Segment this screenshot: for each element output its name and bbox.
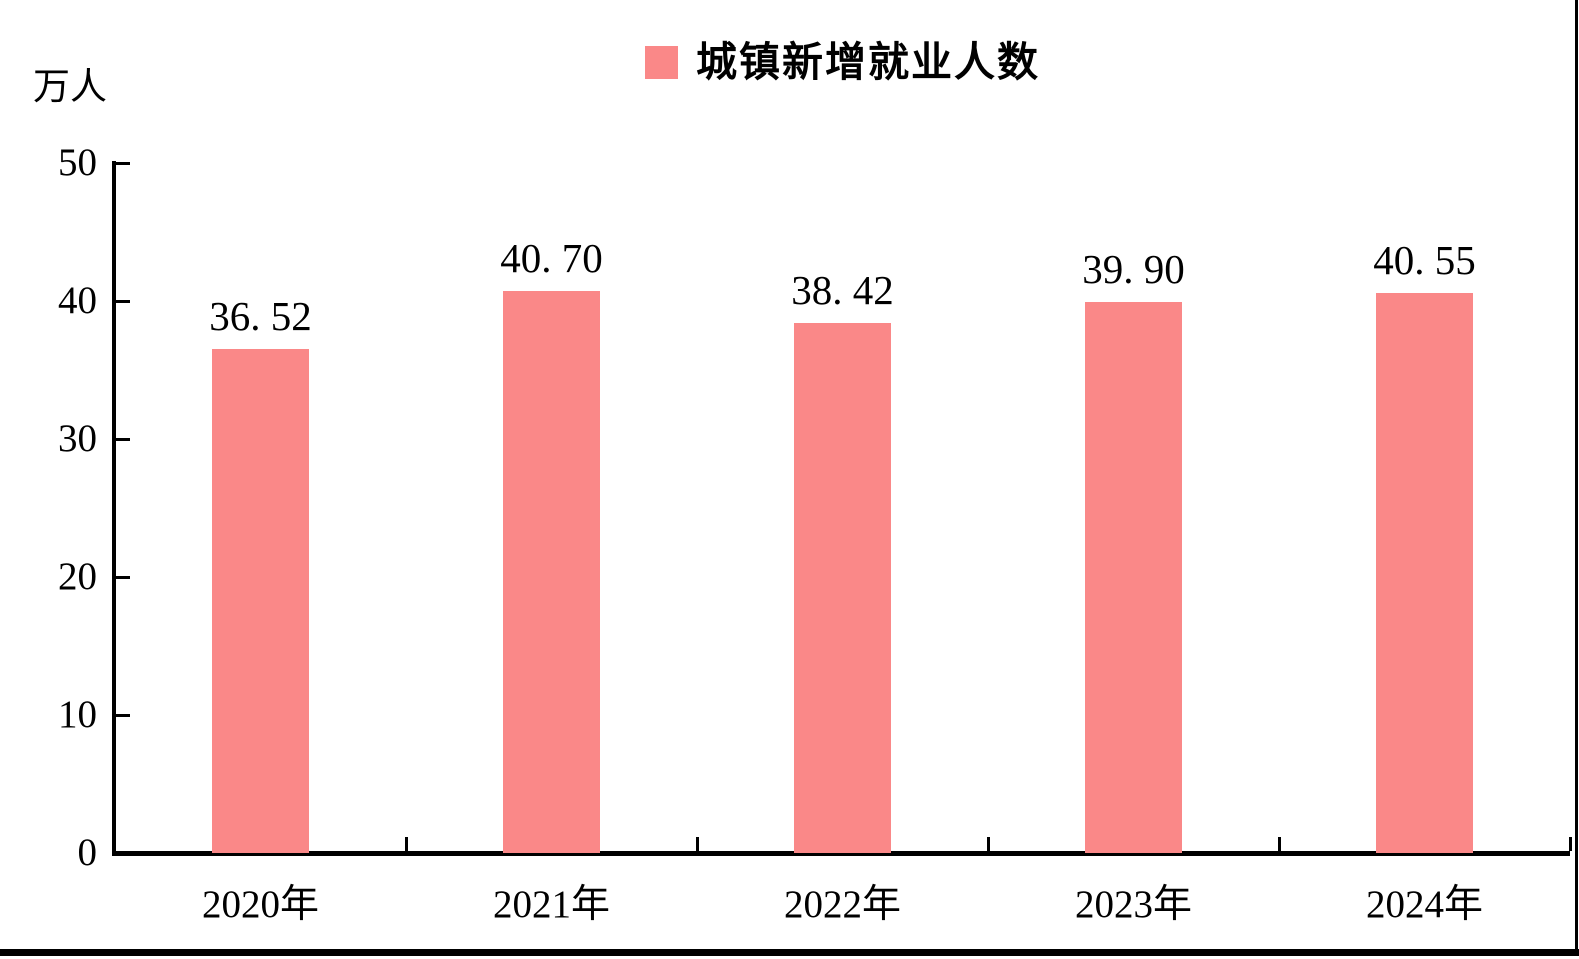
x-axis-category-label: 2020年 <box>201 883 319 926</box>
y-tick-label: 0 <box>77 831 98 874</box>
right-edge-line <box>1575 0 1578 956</box>
bar-2023年 <box>1085 302 1182 853</box>
x-tick-mark <box>404 837 408 851</box>
x-axis-category-label: 2022年 <box>783 883 901 926</box>
y-tick-mark <box>116 576 130 579</box>
x-tick-mark <box>1277 837 1281 851</box>
y-axis-line <box>112 161 116 856</box>
x-axis-category-label: 2021年 <box>492 883 610 926</box>
bar-2020年 <box>212 349 309 853</box>
bar-value-label: 36. 52 <box>209 293 312 340</box>
bar-value-label: 39. 90 <box>1082 246 1185 293</box>
x-axis-category-label: 2023年 <box>1074 883 1192 926</box>
y-tick-label: 50 <box>58 141 97 184</box>
x-axis-category-label: 2024年 <box>1365 883 1483 926</box>
y-tick-label: 30 <box>58 417 97 460</box>
y-tick-mark <box>116 438 130 441</box>
x-tick-mark <box>986 837 990 851</box>
y-tick-label: 40 <box>58 279 97 322</box>
x-axis-line <box>112 851 1570 856</box>
legend-swatch-icon <box>645 45 678 79</box>
legend: 城镇新增就业人数 <box>115 36 1570 88</box>
bar-2024年 <box>1376 293 1473 853</box>
bar-value-label: 38. 42 <box>791 266 894 313</box>
y-tick-mark <box>116 162 130 165</box>
bar-value-label: 40. 55 <box>1373 237 1476 284</box>
legend-label: 城镇新增就业人数 <box>696 38 1040 85</box>
y-tick-mark <box>116 714 130 717</box>
bar-value-label: 40. 70 <box>500 235 603 282</box>
x-tick-mark <box>695 837 699 851</box>
bar-2022年 <box>794 322 891 853</box>
x-tick-mark <box>1568 837 1572 851</box>
y-tick-label: 10 <box>58 693 97 736</box>
y-axis-unit-label: 万人 <box>33 67 107 108</box>
y-tick-mark <box>116 300 130 303</box>
y-tick-label: 20 <box>58 555 97 598</box>
bottom-edge-bar <box>0 949 1579 956</box>
bar-2021年 <box>503 291 600 853</box>
